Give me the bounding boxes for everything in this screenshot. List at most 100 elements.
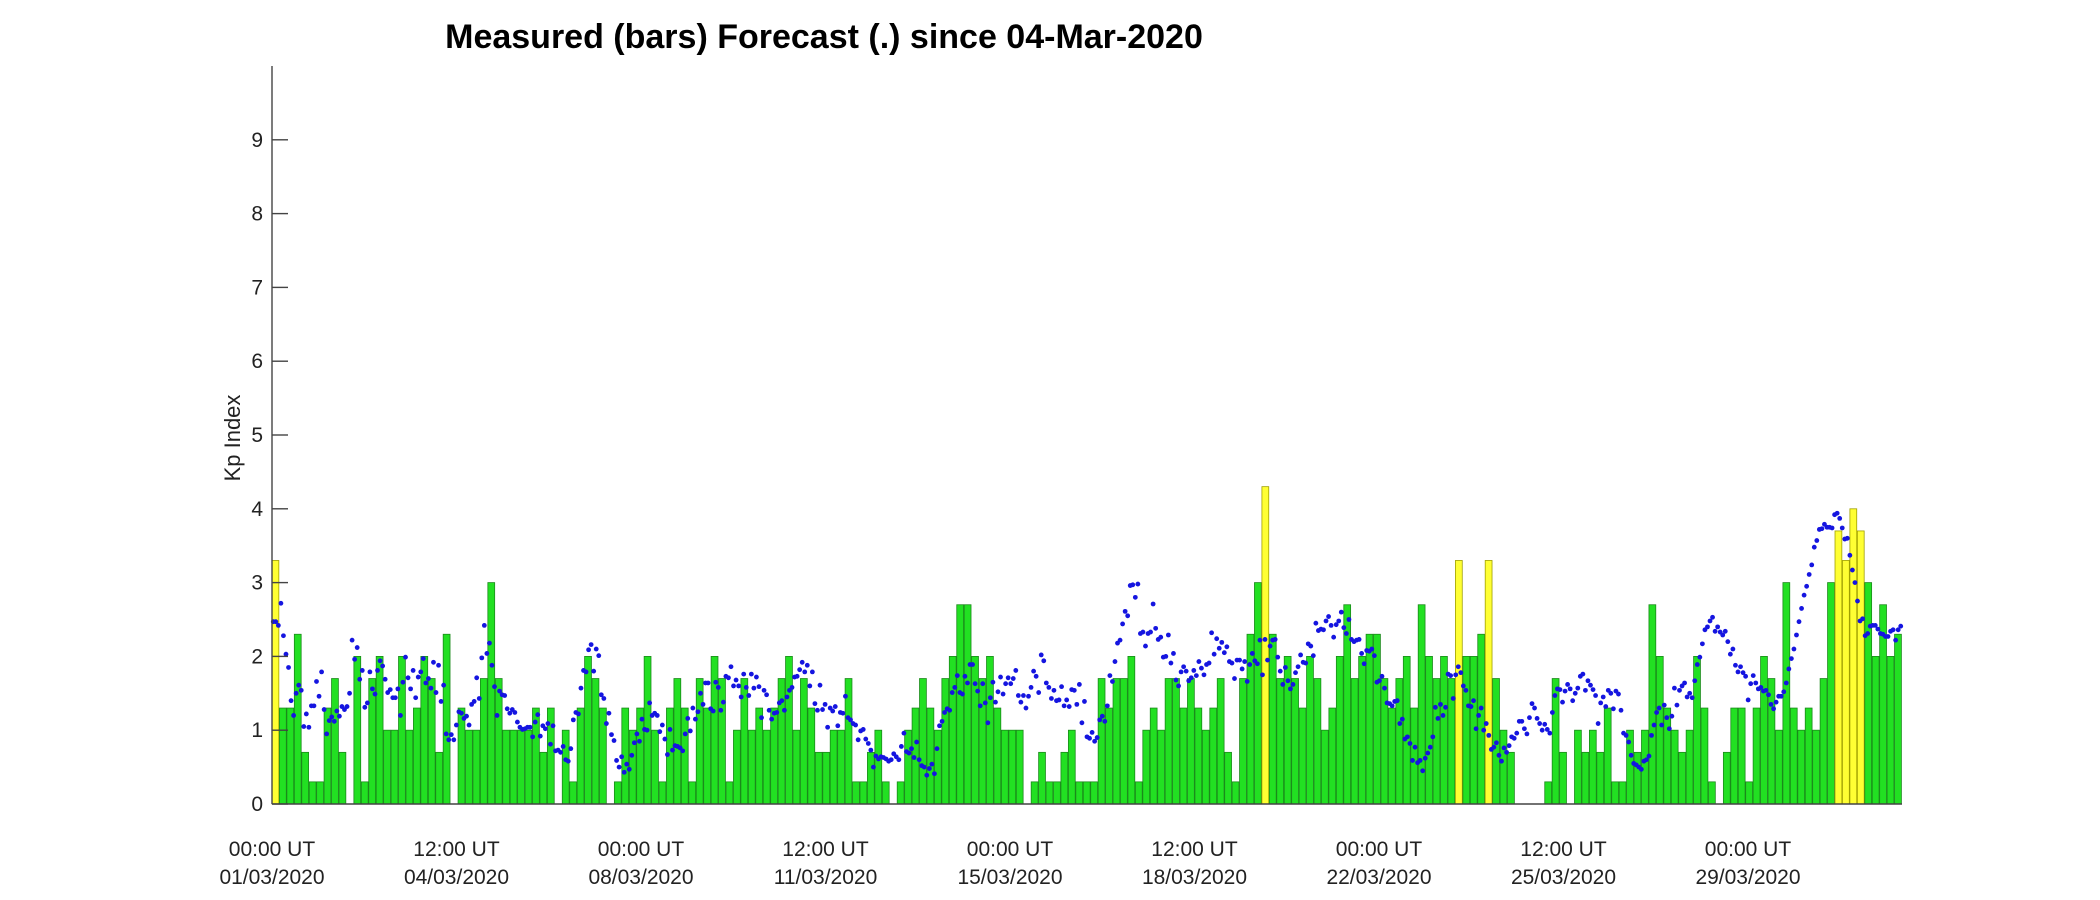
forecast-dot [1394,698,1400,704]
forecast-dot [542,726,548,732]
forecast-dot [942,710,947,715]
x-tick-label-date: 08/03/2020 [588,866,693,889]
forecast-dot [512,710,518,715]
forecast-dot [695,709,701,715]
measured-bar [1603,707,1612,805]
forecast-dot [1377,678,1382,684]
forecast-dot [1041,658,1047,664]
forecast-dot [1750,673,1756,678]
forecast-dot [654,713,660,718]
forecast-dot [1262,637,1268,642]
forecast-dot [354,645,360,650]
forecast-dot [1399,716,1405,722]
measured-bar [1201,729,1210,805]
measured-bar [1254,582,1262,805]
forecast-dot [1188,675,1194,681]
forecast-dot [1656,705,1662,711]
forecast-dot [1788,656,1794,662]
forecast-dot [911,755,917,760]
forecast-dot [1440,713,1446,718]
forecast-dot [779,698,785,704]
forecast-dot [1837,515,1843,521]
forecast-dot [1552,693,1558,698]
forecast-dot [303,711,309,717]
forecast-dot [1895,627,1901,633]
forecast-dot [1389,703,1395,709]
forecast-dot [1275,654,1281,660]
forecast-dot [347,690,352,696]
forecast-dot [748,671,754,677]
forecast-dot [1379,673,1385,679]
forecast-dot [431,659,436,665]
forecast-dot [278,600,284,606]
x-tick-label-date: 04/03/2020 [404,866,509,889]
measured-bar [1596,751,1605,805]
measured-bar [613,781,622,805]
forecast-dot [415,674,421,680]
forecast-dot [1460,683,1466,689]
forecast-dot [296,682,302,688]
forecast-dot [1282,665,1288,670]
forecast-dot [301,724,307,729]
forecast-dot [624,761,630,767]
forecast-dot [403,654,408,660]
forecast-dot [1303,660,1309,666]
forecast-dot [502,693,508,698]
measured-bar [1224,751,1232,805]
forecast-dot [1229,660,1235,666]
forecast-dot [637,738,642,744]
forecast-dot [1771,706,1776,712]
forecast-dot [1249,651,1255,656]
x-tick-label-date: 11/03/2020 [774,866,878,889]
measured-bar [1700,707,1709,805]
measured-bar [413,707,421,805]
x-tick-label-time: 12:00 UT [1151,838,1238,861]
forecast-dot [1471,698,1476,704]
forecast-dot [1593,693,1598,698]
forecast-dot [985,720,991,726]
measured-bar [733,729,741,805]
forecast-dot [398,713,403,718]
forecast-dot [1043,680,1049,686]
forecast-dot [1570,698,1576,704]
forecast-dot [1224,644,1230,650]
x-tick-label-date: 25/03/2020 [1511,866,1616,889]
measured-bar [1886,656,1895,805]
forecast-dot [1430,734,1436,740]
forecast-dot [1707,618,1713,624]
forecast-dot [464,713,469,719]
forecast-dot [1026,693,1031,699]
measured-bar [1097,678,1106,805]
measured-bar [1291,678,1299,805]
forecast-dot [1638,766,1644,772]
forecast-dot [400,679,406,685]
measured-bar [1618,781,1627,805]
y-axis-label: Kp Index [220,395,245,482]
measured-bar [1685,729,1694,805]
x-tick-label-date: 22/03/2020 [1326,866,1431,889]
forecast-dot [1890,627,1896,633]
measured-bar [807,707,816,805]
measured-bar [1001,729,1009,805]
forecast-dot [1059,684,1064,690]
measured-bar [777,678,786,805]
measured-bar [934,729,942,805]
forecast-dot [1872,623,1878,628]
measured-bar [1045,781,1054,805]
forecast-dot [1473,726,1479,732]
forecast-dot [1051,687,1057,693]
chart-title: Measured (bars) Forecast (.) since 04-Ma… [445,18,1203,56]
forecast-dot [1730,646,1736,652]
forecast-dot [530,734,536,740]
forecast-dot [492,684,497,690]
forecast-dot [1735,669,1741,675]
forecast-dot [1033,673,1039,679]
forecast-dot [1130,582,1136,588]
forecast-dot [1214,636,1220,642]
forecast-dot [1201,672,1207,678]
forecast-dot [631,740,637,746]
forecast-dot [954,673,960,678]
measured-bar [1722,751,1731,805]
forecast-dot [1814,538,1820,543]
forecast-dot [756,684,762,690]
